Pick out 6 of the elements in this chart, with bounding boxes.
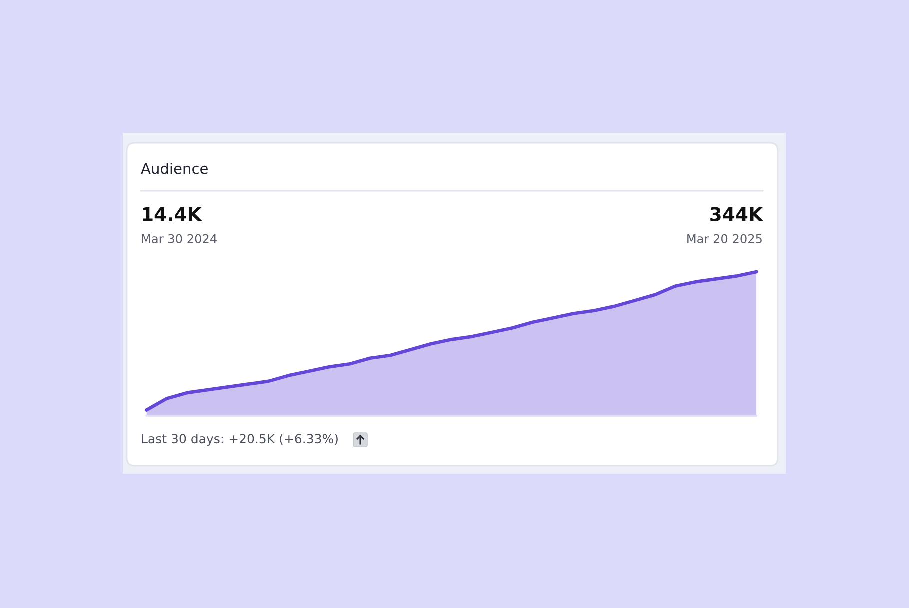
chart-title: Audience bbox=[141, 162, 208, 174]
text: Mar 30 2024 bbox=[142, 234, 217, 244]
text: Mar 20 2025 bbox=[688, 234, 762, 244]
text: 14.4K bbox=[143, 208, 202, 222]
text: Last 30 days: +20.5K (+6.33%) bbox=[142, 434, 338, 446]
text: 344K bbox=[710, 207, 764, 222]
